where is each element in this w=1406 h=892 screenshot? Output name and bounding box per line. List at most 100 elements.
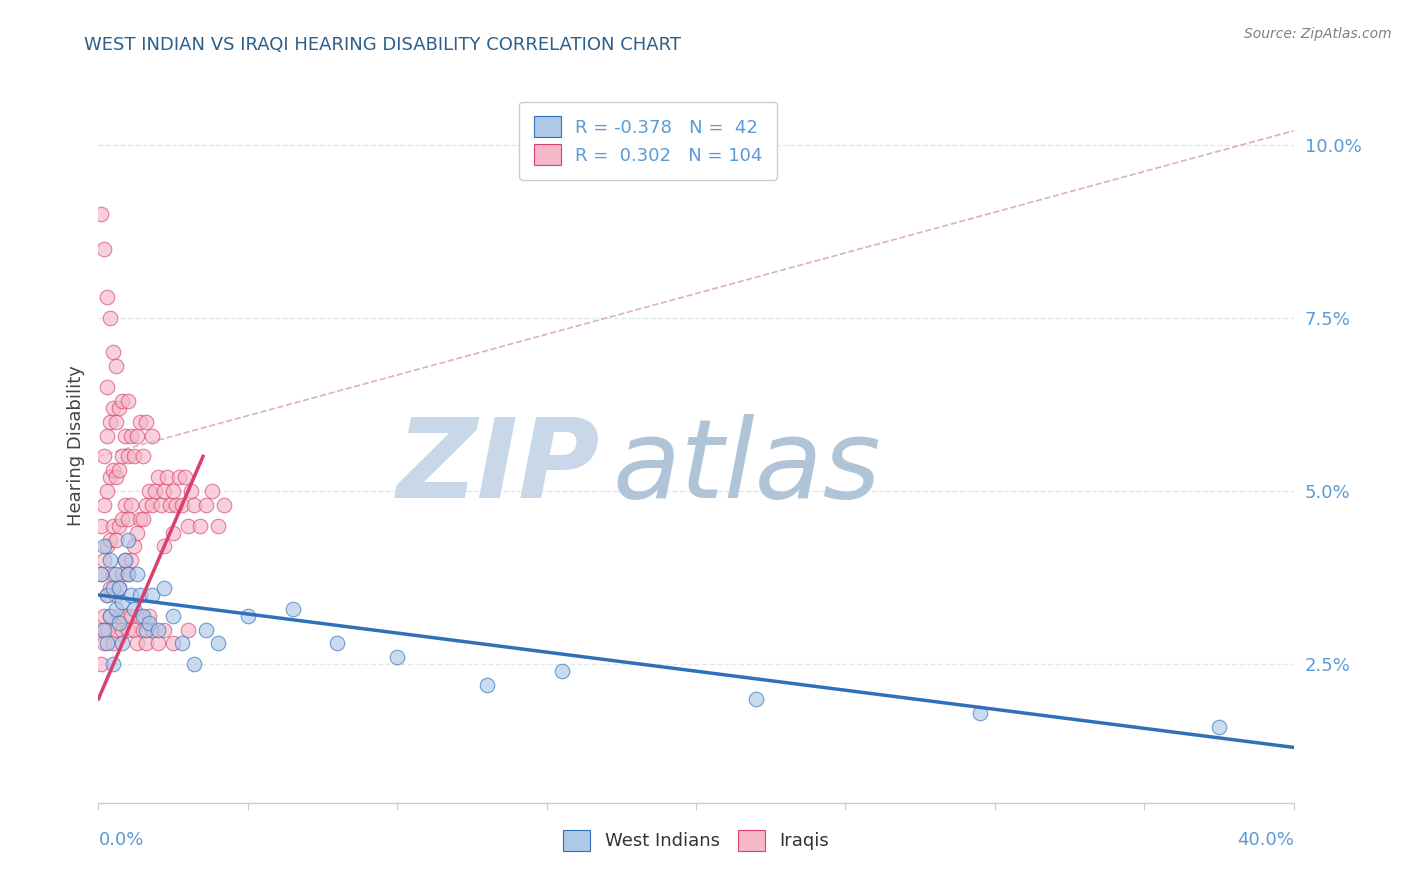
Point	[96, 290, 118, 304]
Point	[120, 428, 142, 442]
Point	[129, 415, 152, 429]
Point	[111, 450, 134, 464]
Point	[1208, 720, 1230, 734]
Text: 0.0%: 0.0%	[98, 830, 143, 848]
Point	[138, 608, 160, 623]
Point	[135, 636, 157, 650]
Point	[117, 567, 139, 582]
Point	[105, 359, 128, 374]
Point	[98, 553, 122, 567]
Point	[132, 623, 155, 637]
Point	[93, 623, 115, 637]
Point	[117, 512, 139, 526]
Point	[103, 463, 125, 477]
Point	[96, 428, 118, 442]
Point	[127, 567, 149, 582]
Point	[117, 394, 139, 409]
Point	[212, 498, 235, 512]
Point	[98, 470, 122, 484]
Point	[105, 623, 128, 637]
Point	[111, 512, 134, 526]
Point	[108, 608, 131, 623]
Point	[326, 636, 349, 650]
Point	[281, 602, 304, 616]
Point	[132, 450, 155, 464]
Point	[98, 533, 122, 547]
Point	[177, 518, 200, 533]
Point	[236, 608, 259, 623]
Point	[96, 483, 118, 498]
Point	[148, 470, 170, 484]
Legend: West Indians, Iraqis: West Indians, Iraqis	[555, 822, 837, 858]
Point	[143, 483, 166, 498]
Point	[96, 380, 118, 394]
Point	[162, 483, 184, 498]
Point	[108, 463, 131, 477]
Point	[156, 470, 179, 484]
Point	[103, 581, 125, 595]
Point	[93, 553, 115, 567]
Point	[96, 588, 118, 602]
Point	[111, 394, 134, 409]
Point	[108, 518, 131, 533]
Point	[167, 470, 190, 484]
Point	[124, 540, 146, 554]
Point	[117, 567, 139, 582]
Point	[159, 498, 181, 512]
Point	[103, 401, 125, 415]
Point	[108, 581, 131, 595]
Point	[138, 615, 160, 630]
Point	[207, 636, 229, 650]
Point	[162, 525, 184, 540]
Point	[745, 691, 768, 706]
Point	[103, 636, 125, 650]
Point	[127, 525, 149, 540]
Point	[120, 498, 142, 512]
Point	[135, 623, 157, 637]
Point	[96, 588, 118, 602]
Point	[138, 483, 160, 498]
Point	[162, 608, 184, 623]
Point	[105, 588, 128, 602]
Point	[153, 623, 176, 637]
Point	[207, 518, 229, 533]
Point	[93, 540, 115, 554]
Y-axis label: Hearing Disability: Hearing Disability	[66, 366, 84, 526]
Point	[188, 518, 211, 533]
Point	[135, 498, 157, 512]
Point	[114, 553, 136, 567]
Point	[141, 588, 163, 602]
Point	[90, 207, 112, 221]
Point	[114, 553, 136, 567]
Point	[148, 636, 170, 650]
Point	[135, 415, 157, 429]
Point	[117, 623, 139, 637]
Point	[195, 623, 218, 637]
Text: atlas: atlas	[613, 414, 882, 521]
Point	[105, 567, 128, 582]
Point	[183, 498, 205, 512]
Point	[114, 498, 136, 512]
Point	[174, 470, 197, 484]
Point	[124, 602, 146, 616]
Point	[105, 415, 128, 429]
Point	[98, 581, 122, 595]
Point	[90, 623, 112, 637]
Point	[475, 678, 498, 692]
Point	[162, 636, 184, 650]
Point	[180, 483, 202, 498]
Point	[129, 512, 152, 526]
Point	[111, 623, 134, 637]
Point	[153, 483, 176, 498]
Point	[177, 623, 200, 637]
Point	[124, 450, 146, 464]
Point	[120, 588, 142, 602]
Point	[969, 706, 991, 720]
Point	[90, 518, 112, 533]
Point	[127, 636, 149, 650]
Point	[105, 533, 128, 547]
Text: Source: ZipAtlas.com: Source: ZipAtlas.com	[1244, 27, 1392, 41]
Point	[114, 608, 136, 623]
Point	[117, 450, 139, 464]
Point	[98, 415, 122, 429]
